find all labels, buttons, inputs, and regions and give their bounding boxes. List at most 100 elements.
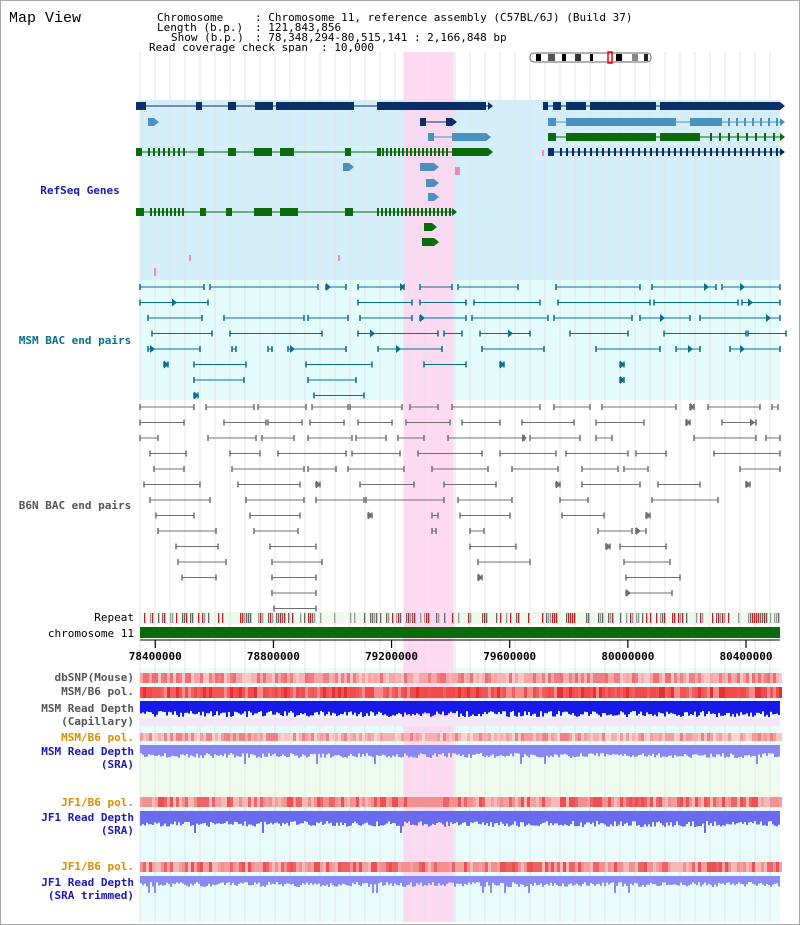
heat-cell [299, 797, 302, 807]
depth-bar [450, 745, 452, 758]
depth-bar [676, 701, 678, 716]
depth-bar [462, 701, 464, 716]
depth-bar [484, 701, 486, 713]
depth-bar [220, 701, 222, 714]
depth-bar [558, 701, 560, 712]
heat-cell [329, 687, 332, 698]
depth-bar [326, 701, 328, 715]
gene-strand-arrow [434, 163, 439, 171]
heat-cell [551, 687, 554, 698]
header-coverage-value: : 10,000 [321, 41, 374, 54]
depth-bar [738, 876, 740, 883]
heat-cell [314, 733, 317, 741]
depth-bar [570, 745, 572, 758]
depth-bar [358, 811, 360, 826]
gene-exon [704, 148, 706, 156]
depth-bar [690, 811, 692, 827]
depth-bar [624, 745, 626, 754]
depth-bar [210, 876, 212, 887]
heat-cell [713, 673, 716, 683]
depth-bar [510, 811, 512, 826]
bac-arrow [522, 434, 527, 442]
depth-bar [650, 745, 652, 756]
depth-bar [638, 876, 640, 887]
depth-bar [254, 701, 256, 714]
bac-arrow [396, 345, 401, 353]
repeat-element [204, 613, 206, 623]
depth-bar [554, 701, 556, 717]
repeat-element [586, 613, 588, 623]
heat-cell [170, 673, 173, 683]
depth-bar [470, 745, 472, 758]
bac-arrow [740, 345, 745, 353]
heat-cell [173, 687, 176, 698]
depth-bar [442, 745, 444, 754]
heat-cell [176, 733, 179, 741]
depth-bar [242, 745, 244, 754]
heat-cell [338, 687, 341, 698]
heat-cell [662, 862, 665, 872]
heat-cell [746, 687, 749, 698]
heat-cell [668, 733, 671, 741]
msm-bac-pair [357, 299, 413, 306]
depth-bar [164, 876, 166, 886]
heat-cell [734, 733, 737, 741]
depth-bar [566, 811, 568, 826]
header-length-value: : 121,843,856 [255, 21, 342, 34]
depth-bar [636, 745, 638, 757]
depth-bar [150, 876, 152, 883]
heat-cell [332, 673, 335, 683]
depth-bar [234, 876, 236, 885]
gene-exon [660, 133, 700, 141]
repeat-element [320, 613, 322, 623]
depth-bar [638, 745, 640, 756]
heat-cell [272, 687, 275, 698]
heat-cell [227, 797, 230, 807]
depth-bar [334, 876, 336, 887]
heat-cell [500, 733, 503, 741]
depth-bar [142, 745, 144, 755]
msm-bac-pair [163, 360, 169, 369]
depth-bar [370, 811, 372, 826]
repeat-element [570, 613, 572, 623]
b6n-bac-pair [237, 481, 301, 488]
msm-bac-pair [139, 298, 209, 307]
depth-bar [286, 701, 288, 716]
heat-cell [251, 862, 254, 872]
heat-cell [737, 733, 740, 741]
depth-bar [218, 876, 220, 884]
gene-exon [153, 148, 155, 156]
depth-bar [294, 745, 296, 756]
heat-cell [266, 862, 269, 872]
heat-cell [254, 862, 257, 872]
heat-cell [269, 862, 272, 872]
heat-cell [185, 733, 188, 741]
msm-bac-pair [741, 298, 781, 307]
depth-bar [460, 811, 462, 825]
heat-cell [236, 862, 239, 872]
heat-cell [599, 673, 602, 683]
depth-bar [176, 745, 178, 757]
heat-cell [401, 733, 404, 741]
repeat-element [260, 613, 262, 623]
repeat-element [438, 613, 440, 623]
gene-exon [548, 148, 554, 156]
heat-cell [305, 673, 308, 683]
heat-cell [677, 687, 680, 698]
depth-bar [524, 701, 526, 712]
heat-cell [650, 862, 653, 872]
heat-cell [218, 733, 221, 741]
heat-cell [209, 673, 212, 683]
gene-exon [430, 148, 432, 156]
depth-bar [594, 876, 596, 886]
heat-cell [716, 687, 719, 698]
depth-bar [424, 745, 426, 755]
heat-cell [770, 733, 773, 741]
heat-cell [146, 673, 149, 683]
depth-bar [228, 745, 230, 755]
depth-bar [200, 811, 202, 824]
heat-cell [242, 687, 245, 698]
b6n-bac-pair [153, 466, 185, 472]
depth-bar [466, 811, 468, 826]
